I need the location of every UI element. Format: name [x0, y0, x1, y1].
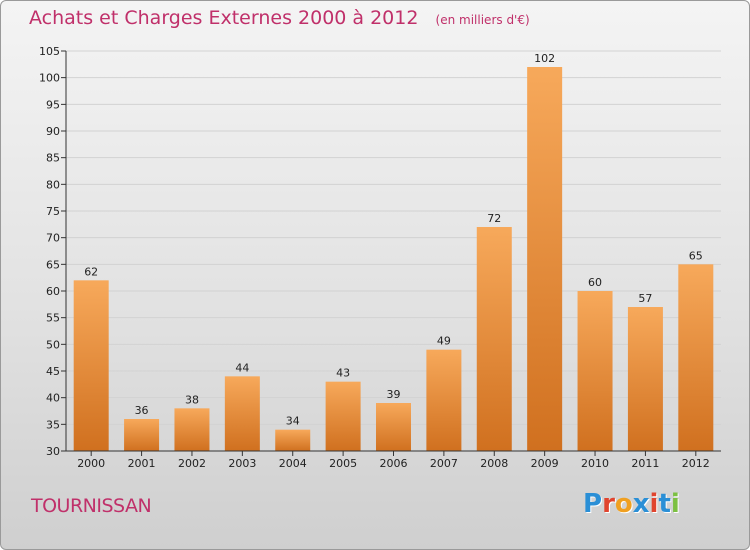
- data-label: 65: [689, 249, 703, 262]
- x-tick-label: 2004: [279, 457, 307, 470]
- bar: [124, 419, 160, 451]
- y-tick-label: 85: [46, 152, 60, 165]
- logo-letter: i: [649, 489, 659, 519]
- data-label: 38: [185, 393, 199, 406]
- bar: [527, 67, 563, 451]
- bar: [224, 376, 260, 451]
- x-tick-label: 2007: [430, 457, 458, 470]
- x-tick-label: 2002: [178, 457, 206, 470]
- data-label: 43: [336, 367, 350, 380]
- data-label: 36: [135, 404, 149, 417]
- y-tick-label: 100: [39, 72, 60, 85]
- y-tick-label: 95: [46, 98, 60, 111]
- data-label: 34: [286, 415, 300, 428]
- x-tick-label: 2010: [581, 457, 609, 470]
- logo-letter: o: [614, 489, 633, 519]
- data-label: 102: [534, 52, 555, 65]
- y-tick-label: 70: [46, 232, 60, 245]
- data-label: 57: [638, 292, 652, 305]
- bar: [325, 381, 361, 451]
- y-tick-label: 30: [46, 445, 60, 458]
- y-tick-label: 50: [46, 338, 60, 351]
- bar: [476, 227, 512, 451]
- bar: [678, 264, 714, 451]
- logo-letter: x: [632, 489, 650, 519]
- logo-letter: t: [658, 489, 671, 519]
- bar: [376, 403, 411, 451]
- y-tick-label: 75: [46, 205, 60, 218]
- bar: [426, 349, 462, 451]
- x-axis-ticks: 2000 2001 2002 2003 2004 2005 2006 2007 2008 2009…: [77, 451, 710, 470]
- data-labels: 62 36 38 44 34 43 39 49 72 102 60 57 65: [84, 52, 703, 428]
- logo-letter: r: [602, 489, 615, 519]
- y-tick-label: 90: [46, 125, 60, 138]
- bar: [73, 280, 109, 451]
- data-label: 49: [437, 335, 451, 348]
- y-tick-label: 105: [39, 45, 60, 58]
- x-tick-label: 2008: [480, 457, 508, 470]
- proxiti-logo: Proxiti: [583, 489, 680, 519]
- x-tick-label: 2000: [77, 457, 105, 470]
- y-tick-label: 45: [46, 365, 60, 378]
- y-axis-ticks: 30 35 40 45 50 55 60 65 70 75 80 85 90 95 100 105: [39, 45, 66, 458]
- bar: [627, 307, 663, 451]
- data-label: 39: [387, 388, 401, 401]
- logo-letter: P: [583, 489, 603, 519]
- chart-title: Achats et Charges Externes 2000 à 2012 (…: [29, 7, 530, 29]
- place-name: TOURNISSAN: [31, 495, 152, 517]
- y-tick-label: 40: [46, 392, 60, 405]
- y-tick-label: 80: [46, 178, 60, 191]
- bars: [73, 67, 714, 451]
- x-tick-label: 2003: [228, 457, 256, 470]
- y-tick-label: 65: [46, 258, 60, 271]
- logo-letter: i: [670, 489, 680, 519]
- x-tick-label: 2012: [682, 457, 710, 470]
- y-tick-label: 35: [46, 418, 60, 431]
- data-label: 60: [588, 276, 602, 289]
- x-tick-label: 2001: [128, 457, 156, 470]
- y-tick-label: 60: [46, 285, 60, 298]
- x-tick-label: 2005: [329, 457, 357, 470]
- x-tick-label: 2009: [531, 457, 559, 470]
- title-text: Achats et Charges Externes 2000 à 2012: [29, 7, 419, 29]
- data-label: 62: [84, 265, 98, 278]
- y-tick-label: 55: [46, 312, 60, 325]
- x-tick-label: 2006: [380, 457, 408, 470]
- bar: [577, 291, 613, 451]
- axes: [65, 51, 721, 452]
- bar: [174, 408, 210, 451]
- data-label: 72: [487, 212, 501, 225]
- data-label: 44: [235, 361, 249, 374]
- unit-text: (en milliers d'€): [435, 13, 530, 27]
- x-tick-label: 2011: [631, 457, 659, 470]
- bar: [275, 429, 311, 451]
